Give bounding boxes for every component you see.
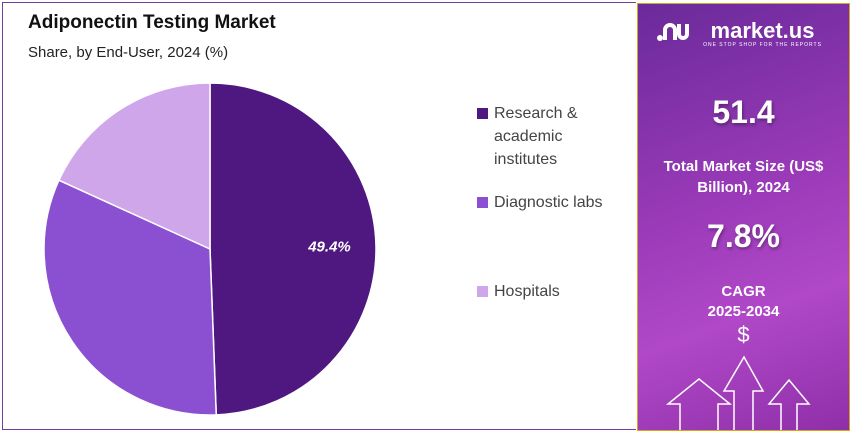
brand-logo: market.us ONE STOP SHOP FOR THE REPORTS <box>638 18 849 48</box>
chart-subtitle: Share, by End-User, 2024 (%) <box>28 44 229 61</box>
legend-item-diagnostic: Diagnostic labs <box>477 191 608 214</box>
legend-item-hospitals: Hospitals <box>477 280 608 303</box>
brand-name: market.us <box>710 18 815 43</box>
dollar-icon: $ <box>737 322 750 347</box>
market-us-logo-icon <box>657 23 689 41</box>
legend-label: Hospitals <box>494 283 560 300</box>
legend-swatch <box>477 286 488 297</box>
summary-panel: market.us ONE STOP SHOP FOR THE REPORTS … <box>637 3 850 431</box>
legend-swatch <box>477 197 488 208</box>
pie-slice-1 <box>43 179 218 416</box>
brand-tagline: ONE STOP SHOP FOR THE REPORTS <box>703 42 822 48</box>
chart-title: Adiponectin Testing Market <box>28 12 276 33</box>
pie-chart: 49.4% <box>43 82 377 416</box>
growth-arrows-icon <box>665 355 811 430</box>
legend-swatch <box>477 108 488 119</box>
pie-slice-2 <box>57 82 211 251</box>
legend-label: Research & academic institutes <box>494 105 578 168</box>
cagr-period: 2025-2034 <box>707 303 780 320</box>
legend-label: Diagnostic labs <box>494 194 603 211</box>
legend-item-research: Research & academic institutes <box>477 102 608 171</box>
market-size-value: 51.4 <box>712 94 775 130</box>
market-size-label: Total Market Size (US$ Billion), 2024 <box>663 158 824 196</box>
cagr-label: CAGR <box>721 283 766 300</box>
data-label: 49.4% <box>307 239 351 256</box>
cagr-value: 7.8% <box>707 218 780 254</box>
pie-slice-0 <box>209 82 377 416</box>
